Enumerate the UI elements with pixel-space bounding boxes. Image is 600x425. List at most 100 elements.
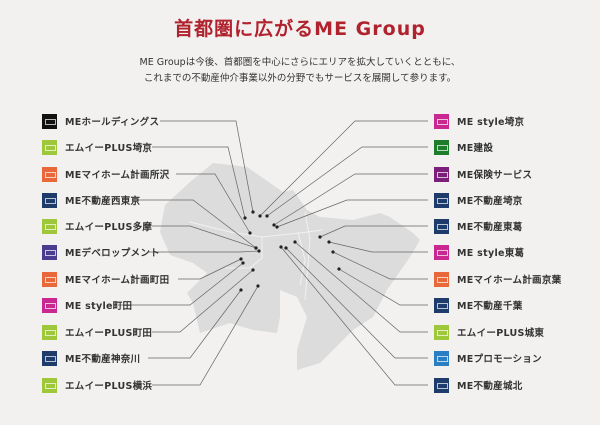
left-location-dot-10 (256, 284, 260, 288)
right-leader-line-10 (280, 246, 428, 386)
company-logo-icon (434, 218, 449, 234)
company-logo-icon (42, 324, 57, 340)
right-company-item[interactable]: ME style東葛 (434, 244, 524, 260)
left-leader-line-3 (132, 199, 257, 249)
right-leader-line-3 (276, 199, 428, 228)
left-company-item[interactable]: ME不動産神奈川 (42, 350, 140, 366)
company-name: ME不動産西東京 (65, 196, 141, 207)
company-logo-icon (42, 271, 57, 287)
company-name: ME不動産埼京 (457, 196, 523, 207)
company-name: ME style埼京 (457, 117, 525, 128)
company-logo-icon (42, 113, 57, 129)
company-logo-icon (42, 218, 57, 234)
left-leader-line-5 (148, 250, 260, 253)
left-leader-line-7 (118, 262, 244, 306)
left-company-item[interactable]: MEホールディングス (42, 113, 159, 129)
intro-line-1: ME Groupは今後、首都圏を中心にさらにエリアを拡大していくとともに、 (139, 57, 461, 68)
left-location-dot-0 (251, 210, 255, 214)
company-name: ME不動産東葛 (457, 222, 523, 233)
company-name: ME不動産神奈川 (65, 354, 141, 365)
right-leader-line-7 (338, 268, 428, 306)
right-company-item[interactable]: MEプロモーション (434, 350, 542, 366)
left-leader-line-10 (152, 285, 259, 386)
company-logo-icon (434, 139, 449, 155)
left-company-item[interactable]: MEマイホーム計画町田 (42, 271, 169, 287)
right-leader-line-4 (319, 225, 428, 238)
left-company-item[interactable]: MEマイホーム計画所沢 (42, 166, 169, 182)
right-leader-line-6 (332, 251, 428, 280)
company-logo-icon (42, 166, 57, 182)
company-name: MEホールディングス (65, 117, 160, 128)
company-name: MEマイホーム計画京葉 (457, 275, 562, 286)
right-company-item[interactable]: ME不動産東葛 (434, 218, 523, 234)
left-leader-line-9 (148, 289, 242, 359)
right-leader-line-9 (285, 247, 428, 359)
company-logo-icon (42, 192, 57, 208)
company-name: MEマイホーム計画所沢 (65, 170, 170, 181)
right-leader-line-1 (266, 146, 428, 217)
company-logo-icon (434, 271, 449, 287)
left-leader-line-4 (152, 225, 257, 249)
right-company-item[interactable]: ME建設 (434, 139, 493, 155)
right-location-dot-6 (331, 250, 335, 254)
right-location-dot-8 (293, 240, 297, 244)
right-leader-line-8 (294, 241, 428, 333)
company-logo-icon (42, 297, 57, 313)
left-company-item[interactable]: MEデベロップメント (42, 244, 160, 260)
company-logo-icon (434, 377, 449, 393)
boundary-lines (189, 211, 323, 301)
company-name: エムイーPLUS横浜 (65, 381, 153, 392)
company-name: ME建設 (457, 143, 494, 154)
left-leader-line-0 (160, 120, 254, 213)
left-location-dot-6 (239, 257, 243, 261)
company-name: ME不動産千葉 (457, 301, 523, 312)
company-name: ME style町田 (65, 301, 133, 312)
left-company-item[interactable]: エムイーPLUS横浜 (42, 377, 152, 393)
company-name: エムイーPLUS城東 (457, 328, 545, 339)
left-company-item[interactable]: ME style町田 (42, 297, 132, 313)
right-company-item[interactable]: ME不動産千葉 (434, 297, 523, 313)
company-logo-icon (42, 244, 57, 260)
left-leader-line-1 (152, 146, 246, 219)
right-company-item[interactable]: MEマイホーム計画京葉 (434, 271, 561, 287)
right-location-dot-4 (318, 235, 322, 239)
company-logo-icon (434, 192, 449, 208)
right-company-item[interactable]: ME不動産埼京 (434, 192, 523, 208)
right-company-item[interactable]: エムイーPLUS城東 (434, 324, 544, 340)
left-location-dot-4 (254, 246, 258, 250)
company-name: エムイーPLUS埼京 (65, 143, 153, 154)
company-logo-icon (434, 297, 449, 313)
company-logo-icon (434, 244, 449, 260)
left-company-item[interactable]: エムイーPLUS町田 (42, 324, 152, 340)
right-location-dot-7 (337, 267, 341, 271)
left-leader-line-6 (178, 258, 242, 280)
left-location-dot-2 (248, 231, 252, 235)
left-company-item[interactable]: エムイーPLUS多摩 (42, 218, 152, 234)
right-leader-line-0 (259, 120, 428, 217)
right-leader-line-2 (273, 173, 428, 226)
right-location-dot-10 (279, 245, 283, 249)
company-name: MEデベロップメント (65, 248, 160, 259)
company-name: ME style東葛 (457, 248, 525, 259)
company-name: ME不動産城北 (457, 381, 523, 392)
right-location-dot-9 (284, 246, 288, 250)
company-logo-icon (42, 139, 57, 155)
left-location-dot-8 (251, 268, 255, 272)
right-company-item[interactable]: ME保険サービス (434, 166, 532, 182)
left-company-item[interactable]: エムイーPLUS埼京 (42, 139, 152, 155)
right-location-dot-1 (265, 214, 269, 218)
right-company-item[interactable]: ME style埼京 (434, 113, 524, 129)
company-logo-icon (434, 113, 449, 129)
left-location-dot-9 (239, 288, 243, 292)
company-logo-icon (434, 324, 449, 340)
company-logo-icon (434, 166, 449, 182)
company-name: エムイーPLUS多摩 (65, 222, 153, 233)
left-location-dot-5 (257, 249, 261, 253)
right-location-dot-5 (327, 240, 331, 244)
right-leader-line-5 (328, 241, 428, 253)
page-title: 首都圏に広がるME Group (174, 18, 426, 40)
left-company-item[interactable]: ME不動産西東京 (42, 192, 140, 208)
company-logo-icon (42, 350, 57, 366)
right-company-item[interactable]: ME不動産城北 (434, 377, 523, 393)
